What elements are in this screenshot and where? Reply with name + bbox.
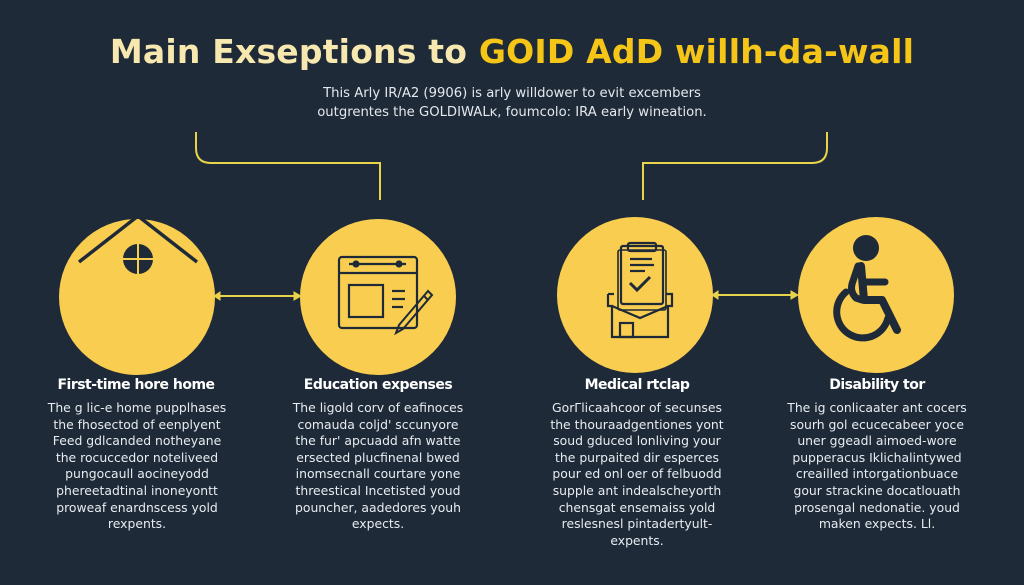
card-line: Feed gdlcanded notheyane	[52, 433, 222, 449]
card-line: soud gduced lonliving your	[553, 433, 721, 449]
circle-first-time-home	[59, 219, 215, 375]
card-line: the purpaited dir esperces	[555, 449, 719, 465]
card-line: expects.	[351, 516, 405, 532]
card-line: proweaf enardnscess yold	[56, 499, 218, 515]
subtitle-line: outgrentes the GOLDIWALĸ, foumcolo: IRA …	[317, 105, 707, 120]
card-line: pouncher, aadedores youh	[295, 499, 461, 515]
card-title-education: Education expenses	[303, 377, 453, 393]
card-line: rexpents.	[107, 516, 167, 532]
education-document-pencil-icon	[337, 255, 434, 336]
circle-disability	[798, 217, 954, 373]
card-line: The ig conlicaater ant cocers	[787, 400, 967, 415]
card-line: The ligold corv of eafinoces	[292, 400, 464, 415]
subtitle: This Arly IR/A2 (9906) is arly willdower…	[262, 84, 762, 122]
card-title-medical: Medical rtclap	[584, 377, 690, 393]
card-line: sourh gol ecucecabeer yoce	[789, 416, 964, 432]
card-line: chensgat ensemaiss yold	[558, 499, 716, 515]
card-line: threestical Incetisted youd	[295, 482, 461, 498]
card-line: the fur' apcuadd afn watte	[295, 433, 461, 449]
card-line: phereetadtinal inoneyontt	[56, 482, 218, 498]
card-line: supple ant indealscheyorth	[552, 482, 722, 498]
wheelchair-accessibility-icon	[833, 235, 901, 342]
medical-clipboard-check-icon	[606, 241, 674, 339]
card-body-first-time-home: The g lic-e home pupplhases the fhosecto…	[27, 400, 247, 533]
card-body-disability: The ig conlicaater ant cocers sourh gol …	[767, 400, 987, 533]
card-line: the fhosectod of eenplyent	[53, 416, 221, 432]
card-line: the rocuccedor noteliveed	[55, 449, 219, 465]
card-title-disability: Disability tor	[829, 377, 925, 393]
card-title-first-time-home: First-time hore home	[57, 377, 215, 393]
card-line: uner ggeadl aimoed-wore	[797, 433, 957, 449]
card-body-medical: GorΓlicaahcoor of secunses the thouraadg…	[527, 400, 747, 549]
card-line: GorΓlicaahcoor of secunses	[552, 400, 722, 415]
card-line: ersected plucfinenal bwed	[296, 449, 460, 465]
card-line: pungocaull aocineyodd	[65, 466, 209, 482]
card-line: reslesnesl pintadertyult-	[561, 516, 713, 532]
card-line: gour strackine docatlouath	[793, 482, 961, 498]
title-part-accent: GOID AdD	[478, 32, 664, 71]
right-bracket-connector	[642, 132, 828, 200]
page-title: Main Exseptions to GOID AdD willh-da-wal…	[0, 26, 1024, 78]
double-arrow-icon	[711, 290, 800, 300]
card-line: comauda coljd' sccunyore	[297, 416, 459, 432]
card-line: maken expects. Ll.	[818, 516, 936, 532]
circle-education	[300, 219, 456, 375]
title-part-plain: Main Exseptions to	[109, 32, 479, 71]
card-line: the thouraadgentiones yont	[550, 416, 724, 432]
card-line: pupperacus Iklichalintywed	[792, 449, 962, 465]
card-line: pour ed onl oer of felbuodd	[552, 466, 722, 482]
card-line: inomsecnall courtare yone	[295, 466, 461, 482]
left-bracket-connector	[195, 132, 381, 200]
card-line: The g lic-e home pupplhases	[47, 400, 227, 415]
title-part-suffix: willh-da-wall	[663, 32, 915, 71]
card-line: prosengal nedonatie. youd	[794, 499, 960, 515]
card-line: creailled intorgationbuace	[795, 466, 959, 482]
card-line: expents.	[610, 532, 664, 548]
subtitle-line: This Arly IR/A2 (9906) is arly willdower…	[323, 86, 701, 101]
card-body-education: The ligold corv of eafinoces comauda col…	[268, 400, 488, 533]
double-arrow-icon	[213, 291, 303, 301]
house-icon	[77, 213, 199, 274]
circle-medical	[557, 217, 713, 373]
